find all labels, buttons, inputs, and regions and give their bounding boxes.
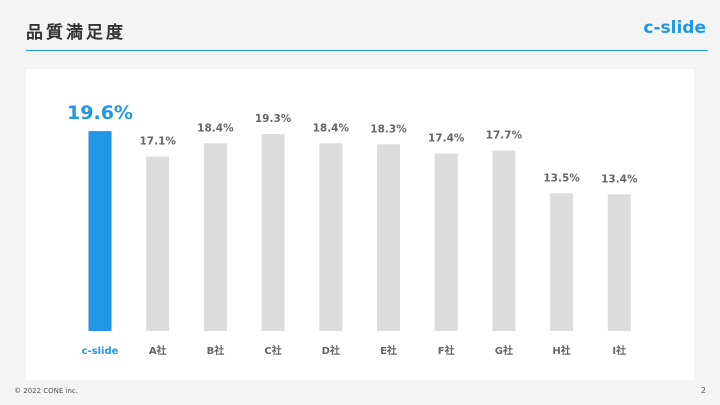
category-label: H社 xyxy=(552,344,570,357)
value-label: 18.4% xyxy=(313,122,350,134)
category-label: A社 xyxy=(149,344,167,357)
bar-F社 xyxy=(434,153,458,331)
copyright-text: © 2022 CONE inc. xyxy=(14,387,79,395)
value-label: 19.3% xyxy=(255,113,292,125)
value-label: 18.4% xyxy=(197,122,234,134)
category-label: I社 xyxy=(612,344,626,357)
page-title: 品質満足度 xyxy=(26,23,126,43)
value-label: 18.3% xyxy=(370,123,407,135)
category-label: F社 xyxy=(438,344,455,357)
bar-I社 xyxy=(607,194,631,331)
bar-E社 xyxy=(377,144,400,331)
category-label: E社 xyxy=(380,344,397,357)
category-label: C社 xyxy=(264,344,281,357)
bar-chart: 19.6% c-slide 17.1% A社 18.4% B社 19.3% C社 18.4% D社… xyxy=(67,102,638,357)
value-label: 17.4% xyxy=(428,133,465,145)
bar-A社 xyxy=(146,156,170,331)
category-label: G社 xyxy=(495,344,513,357)
category-label: D社 xyxy=(322,344,340,357)
bar-C社 xyxy=(261,134,285,331)
bar-B社 xyxy=(203,143,227,331)
category-label: B社 xyxy=(207,344,225,357)
value-label: 13.4% xyxy=(601,173,638,185)
brand-logo: c-slide xyxy=(643,18,706,38)
value-label: 19.6% xyxy=(67,102,133,124)
bar-G社 xyxy=(492,150,516,331)
chart-card: 19.6% c-slide 17.1% A社 18.4% B社 19.3% C社 18.4% D社… xyxy=(26,69,694,380)
bar-c-slide xyxy=(88,131,112,331)
header-divider xyxy=(26,50,708,51)
value-label: 17.1% xyxy=(139,136,176,148)
page-number: 2 xyxy=(700,386,706,395)
value-label: 17.7% xyxy=(486,130,523,142)
value-label: 13.5% xyxy=(543,172,580,184)
bar-D社 xyxy=(319,143,343,331)
bar-H社 xyxy=(550,193,574,331)
category-label: c-slide xyxy=(82,346,119,357)
